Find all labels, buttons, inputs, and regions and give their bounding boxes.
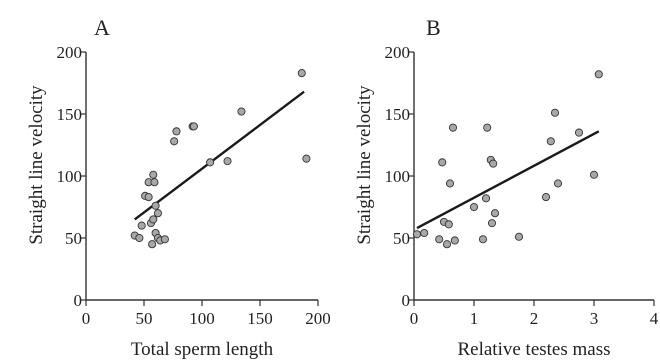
panel-b-data-point bbox=[438, 158, 447, 167]
panel-b-data-point bbox=[550, 108, 560, 117]
panel-b-data-point bbox=[412, 230, 422, 239]
panel-b: B Straight line velocity Relative testes… bbox=[354, 15, 659, 360]
panel-b-x-tick-label: 0 bbox=[410, 309, 419, 328]
panel-a-x-tick-label: 50 bbox=[136, 309, 153, 328]
panel-b-data-point bbox=[444, 220, 453, 229]
panel-a-data-point bbox=[237, 107, 246, 116]
panel-a-data-point bbox=[302, 154, 311, 163]
panel-b-plot-area: 0 50 100 150 200 0 1 2 3 4 bbox=[385, 43, 659, 328]
panel-b-y-tick-label: 150 bbox=[385, 105, 411, 124]
panel-b-x-tick-label: 1 bbox=[470, 309, 479, 328]
panel-a-data-point bbox=[160, 235, 169, 244]
panel-a-data-point bbox=[144, 193, 153, 202]
panel-b-trend-line bbox=[416, 130, 600, 230]
panel-b-data-point bbox=[435, 235, 444, 244]
panel-a-data-point bbox=[172, 127, 181, 136]
panel-a-x-axis-title: Total sperm length bbox=[131, 339, 274, 360]
panel-a-x-tick-label: 100 bbox=[189, 309, 215, 328]
panel-b-data-point bbox=[574, 128, 584, 137]
panel-b-data-point bbox=[469, 202, 479, 212]
panel-a-y-axis-title: Straight line velocity bbox=[26, 85, 47, 245]
panel-b-data-point bbox=[553, 179, 563, 188]
panel-a-label: A bbox=[94, 15, 110, 40]
panel-a-plot-area: 0 50 100 150 200 0 50 100 150 200 bbox=[57, 43, 331, 328]
panel-b-x-tick-label: 3 bbox=[590, 309, 599, 328]
panel-a-trend-line bbox=[133, 90, 305, 221]
panel-a-data-point bbox=[149, 170, 158, 179]
panel-a-data-point bbox=[297, 69, 306, 78]
panel-a-data-point bbox=[137, 221, 146, 230]
panel-b-data-point bbox=[487, 219, 497, 228]
panel-a-y-tick-label: 50 bbox=[65, 229, 82, 248]
panel-a: A Straight line velocity Total sperm len… bbox=[26, 15, 331, 360]
panel-b-label: B bbox=[426, 15, 441, 40]
panel-a-data-point bbox=[150, 178, 159, 187]
panel-a-data-point bbox=[149, 215, 158, 224]
panel-b-data-point bbox=[514, 232, 524, 241]
panel-a-data-point bbox=[148, 240, 157, 249]
panel-b-data-point bbox=[442, 240, 452, 249]
panel-b-data-point bbox=[481, 194, 491, 203]
panel-b-axes bbox=[413, 52, 654, 301]
panel-b-data-point bbox=[478, 235, 488, 244]
panel-a-data-point bbox=[223, 157, 232, 166]
panel-b-y-tick-label: 200 bbox=[385, 43, 411, 62]
panel-a-y-tick-label: 100 bbox=[57, 167, 83, 186]
panel-b-x-axis-title: Relative testes mass bbox=[457, 339, 610, 360]
panel-a-x-tick-label: 0 bbox=[82, 309, 91, 328]
panel-b-data-point bbox=[420, 228, 429, 238]
panel-b-x-tick-label: 2 bbox=[530, 309, 539, 328]
panel-a-data-point bbox=[153, 209, 162, 218]
panel-a-data-point bbox=[135, 233, 144, 243]
panel-a-y-tick-label: 0 bbox=[74, 291, 83, 310]
panel-b-data-point bbox=[541, 193, 551, 202]
panel-a-y-tick-label: 200 bbox=[57, 43, 83, 62]
panel-b-data-point bbox=[445, 179, 455, 188]
panel-a-x-tick-label: 150 bbox=[247, 309, 273, 328]
panel-b-y-axis-title: Straight line velocity bbox=[354, 85, 375, 245]
panel-b-data-point bbox=[489, 159, 498, 168]
panel-b-data-point bbox=[589, 170, 599, 179]
panel-b-y-tick-label: 100 bbox=[385, 167, 411, 186]
panel-b-data-point bbox=[546, 137, 555, 146]
panel-b-data-point bbox=[450, 236, 459, 245]
panel-a-x-tick-label: 200 bbox=[305, 309, 331, 328]
panel-b-data-point bbox=[594, 70, 603, 79]
panel-b-data-point bbox=[448, 123, 458, 132]
panel-a-data-point bbox=[189, 122, 198, 131]
panel-a-data-point bbox=[170, 137, 179, 146]
panel-a-data-point bbox=[206, 158, 215, 167]
panel-a-y-tick-label: 150 bbox=[57, 105, 83, 124]
panel-b-x-tick-label: 4 bbox=[650, 309, 659, 328]
panel-b-y-tick-label: 0 bbox=[402, 291, 411, 310]
panel-b-data-point bbox=[483, 123, 492, 132]
panel-b-y-tick-label: 50 bbox=[393, 229, 410, 248]
panel-a-data-point bbox=[151, 201, 160, 210]
panel-a-axes bbox=[85, 52, 318, 301]
panel-b-data-point bbox=[490, 209, 500, 218]
